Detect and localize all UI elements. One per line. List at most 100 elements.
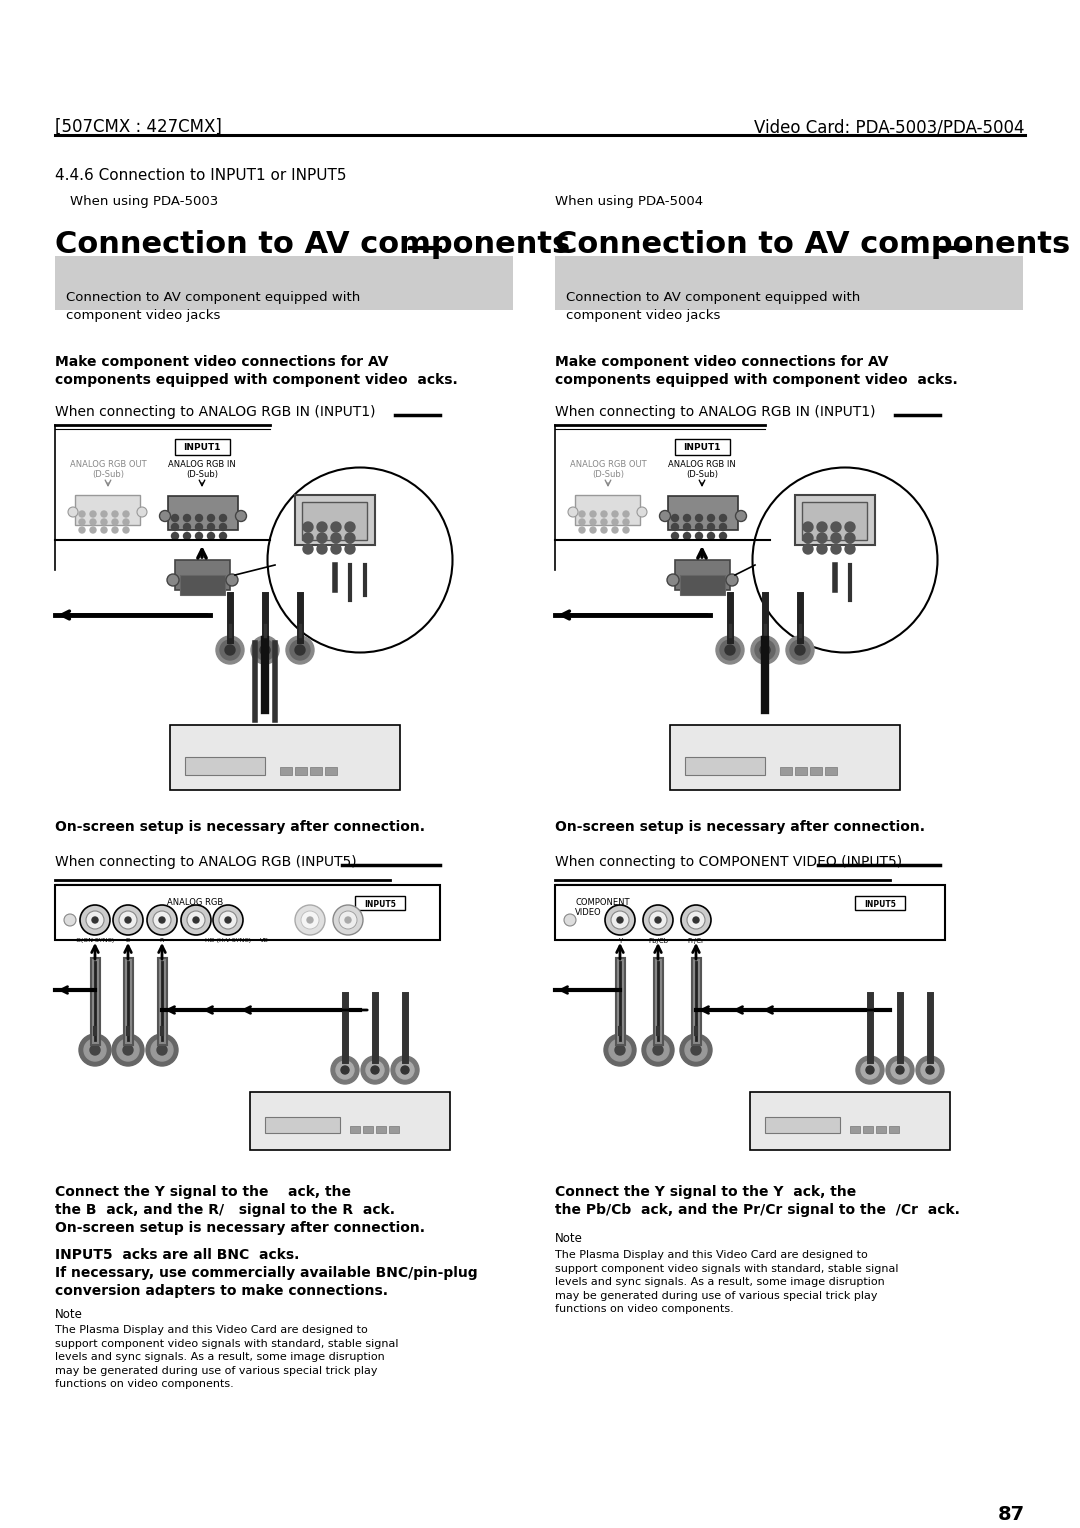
Text: Video Card: PDA-5003/PDA-5004: Video Card: PDA-5003/PDA-5004	[755, 118, 1025, 136]
Circle shape	[672, 532, 678, 539]
Bar	[295, 767, 307, 775]
Ellipse shape	[268, 468, 453, 652]
Circle shape	[90, 1045, 100, 1054]
Bar	[325, 767, 337, 775]
Text: Pb/Cb: Pb/Cb	[648, 938, 669, 944]
Circle shape	[216, 636, 244, 665]
Circle shape	[816, 544, 827, 555]
Text: INPUT5: INPUT5	[364, 900, 396, 909]
Circle shape	[341, 1067, 349, 1074]
Circle shape	[193, 917, 199, 923]
Circle shape	[654, 917, 661, 923]
Text: INPUT1: INPUT1	[684, 443, 720, 452]
Circle shape	[896, 1067, 904, 1074]
Circle shape	[719, 532, 727, 539]
Circle shape	[79, 1034, 111, 1067]
Circle shape	[235, 510, 246, 521]
Bar	[55, 257, 513, 310]
Circle shape	[112, 1034, 144, 1067]
Text: (D-Sub): (D-Sub)	[92, 471, 124, 478]
Circle shape	[684, 524, 690, 530]
Bar	[180, 575, 225, 594]
Circle shape	[921, 1060, 939, 1079]
Circle shape	[112, 527, 118, 533]
Text: Pr/Cr: Pr/Cr	[688, 938, 704, 944]
Circle shape	[86, 911, 104, 929]
Circle shape	[260, 645, 270, 656]
Bar	[575, 495, 640, 526]
Circle shape	[92, 917, 98, 923]
Circle shape	[295, 905, 325, 935]
Bar	[795, 495, 875, 545]
Bar	[863, 1126, 873, 1132]
Circle shape	[684, 515, 690, 521]
Circle shape	[318, 523, 327, 532]
Circle shape	[568, 507, 578, 516]
Circle shape	[845, 523, 855, 532]
Circle shape	[696, 524, 702, 530]
Circle shape	[84, 1039, 106, 1060]
Text: Connection to AV component equipped with
component video jacks: Connection to AV component equipped with…	[566, 290, 861, 322]
Bar	[555, 257, 1023, 310]
Circle shape	[291, 640, 310, 660]
Circle shape	[735, 510, 746, 521]
Circle shape	[195, 524, 203, 530]
Circle shape	[123, 510, 129, 516]
Circle shape	[691, 1045, 701, 1054]
Circle shape	[831, 523, 841, 532]
Circle shape	[590, 527, 596, 533]
Circle shape	[804, 533, 813, 542]
Circle shape	[207, 524, 215, 530]
Circle shape	[612, 520, 618, 526]
Text: The Plasma Display and this Video Card are designed to
support component video s: The Plasma Display and this Video Card a…	[55, 1325, 399, 1389]
Circle shape	[80, 905, 110, 935]
Bar	[802, 503, 867, 539]
Circle shape	[181, 905, 211, 935]
Circle shape	[786, 636, 814, 665]
Circle shape	[372, 1067, 379, 1074]
Circle shape	[318, 544, 327, 555]
Circle shape	[760, 645, 770, 656]
Text: Note: Note	[55, 1308, 83, 1322]
Ellipse shape	[753, 468, 937, 652]
Circle shape	[219, 532, 227, 539]
Bar	[302, 503, 367, 539]
Text: When using PDA-5003: When using PDA-5003	[70, 196, 218, 208]
Circle shape	[611, 911, 629, 929]
Circle shape	[816, 533, 827, 542]
Circle shape	[804, 523, 813, 532]
Circle shape	[366, 1060, 384, 1079]
Text: INPUT1: INPUT1	[184, 443, 220, 452]
Circle shape	[831, 544, 841, 555]
Text: (D-Sub): (D-Sub)	[686, 471, 718, 478]
Circle shape	[684, 532, 690, 539]
Circle shape	[623, 520, 629, 526]
Bar	[168, 497, 238, 530]
Circle shape	[184, 515, 190, 521]
Text: Note: Note	[555, 1232, 583, 1245]
Bar	[175, 559, 230, 590]
Circle shape	[720, 640, 740, 660]
Text: Connection to AV components: Connection to AV components	[55, 231, 570, 260]
Bar	[855, 895, 905, 911]
Circle shape	[604, 1034, 636, 1067]
Circle shape	[172, 515, 178, 521]
Circle shape	[649, 911, 667, 929]
Bar	[350, 1126, 360, 1132]
Circle shape	[600, 527, 607, 533]
Text: components equipped with component video  acks.: components equipped with component video…	[55, 373, 458, 387]
Text: INPUT5: INPUT5	[864, 900, 896, 909]
Circle shape	[345, 533, 355, 542]
Bar	[810, 767, 822, 775]
Circle shape	[726, 575, 738, 587]
Circle shape	[707, 532, 715, 539]
Text: G(ON SYNC): G(ON SYNC)	[76, 938, 114, 943]
Text: ANALOG RGB OUT: ANALOG RGB OUT	[70, 460, 146, 469]
Text: Connection to AV components: Connection to AV components	[555, 231, 1070, 260]
Circle shape	[845, 533, 855, 542]
Circle shape	[891, 1060, 909, 1079]
Text: Connect the Y signal to the    ack, the: Connect the Y signal to the ack, the	[55, 1186, 351, 1199]
Circle shape	[345, 523, 355, 532]
Bar	[376, 1126, 386, 1132]
Circle shape	[707, 524, 715, 530]
